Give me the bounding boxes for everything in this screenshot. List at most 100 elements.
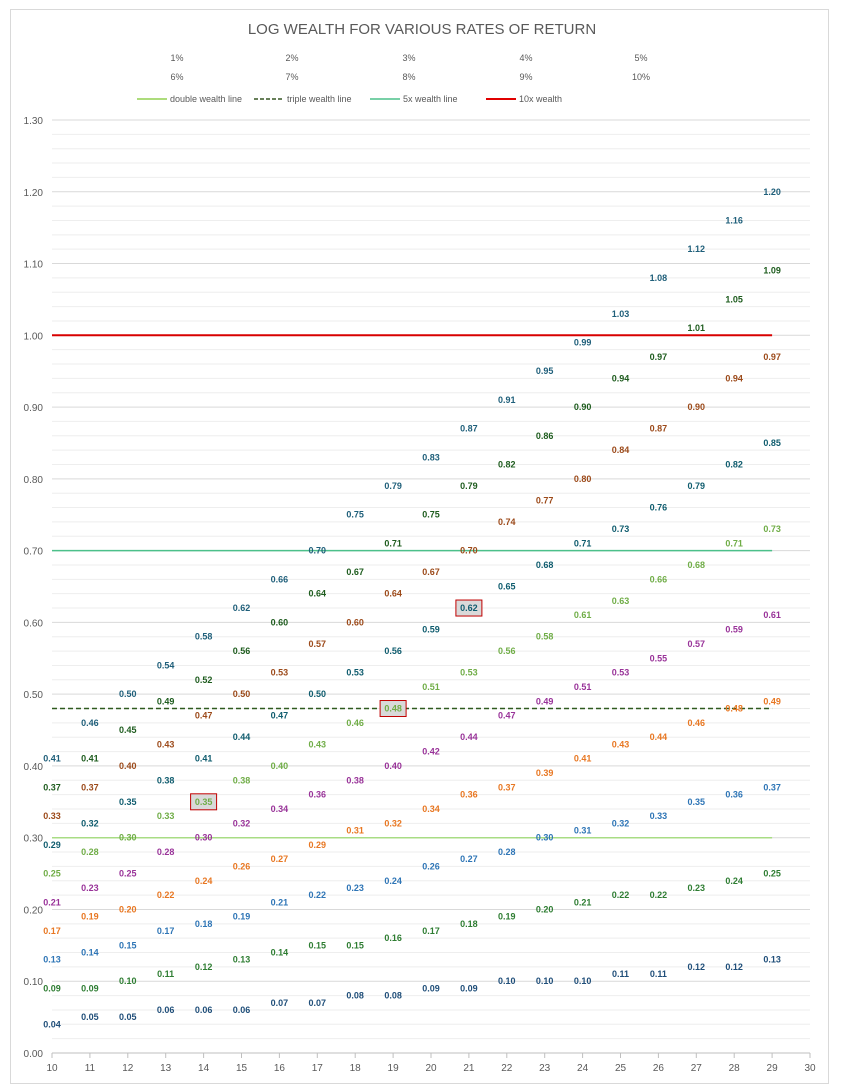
data-label: 0.53 <box>612 668 630 678</box>
data-label: 0.44 <box>460 732 478 742</box>
data-label: 0.37 <box>43 782 61 792</box>
data-label: 0.17 <box>422 926 440 936</box>
y-tick-label: 1.00 <box>24 331 44 342</box>
data-label: 0.77 <box>536 495 554 505</box>
data-label: 0.36 <box>725 790 743 800</box>
data-label: 0.97 <box>763 352 781 362</box>
data-label: 0.50 <box>309 689 327 699</box>
data-label: 0.56 <box>233 646 251 656</box>
data-label: 0.32 <box>612 818 630 828</box>
x-tick-label: 17 <box>312 1063 324 1074</box>
data-label: 0.62 <box>460 603 478 613</box>
data-label: 0.27 <box>460 854 478 864</box>
data-label: 0.99 <box>574 337 592 347</box>
data-label: 0.71 <box>574 538 592 548</box>
data-label: 0.59 <box>422 625 440 635</box>
legend-line-entry: 10x wealth <box>519 94 562 104</box>
data-label: 0.71 <box>725 538 743 548</box>
data-label: 0.30 <box>195 833 213 843</box>
data-label: 0.56 <box>498 646 516 656</box>
data-label: 0.97 <box>650 352 668 362</box>
data-label: 0.42 <box>422 747 440 757</box>
data-label: 0.30 <box>536 833 554 843</box>
chart-title: LOG WEALTH FOR VARIOUS RATES OF RETURN <box>248 21 596 38</box>
legend-series-entry: 7% <box>285 72 298 82</box>
data-label: 0.73 <box>763 524 781 534</box>
data-label: 1.09 <box>763 266 781 276</box>
data-label: 0.15 <box>119 940 137 950</box>
data-label: 0.44 <box>233 732 251 742</box>
x-tick-label: 23 <box>539 1063 551 1074</box>
data-label: 0.94 <box>725 373 743 383</box>
data-label: 0.40 <box>271 761 289 771</box>
data-label: 0.29 <box>43 840 61 850</box>
x-tick-label: 22 <box>501 1063 513 1074</box>
data-label: 0.83 <box>422 452 440 462</box>
legend-series-entry: 2% <box>285 53 298 63</box>
data-label: 0.34 <box>271 804 289 814</box>
data-label: 0.37 <box>81 782 99 792</box>
data-label: 0.31 <box>574 826 592 836</box>
data-label: 0.53 <box>346 668 364 678</box>
data-label: 0.39 <box>536 768 554 778</box>
x-tick-label: 12 <box>122 1063 134 1074</box>
data-label: 1.01 <box>688 323 706 333</box>
y-tick-label: 1.30 <box>24 116 44 127</box>
legend-series-entry: 8% <box>402 72 415 82</box>
data-label: 0.23 <box>688 883 706 893</box>
data-label: 0.84 <box>612 445 630 455</box>
data-label: 0.36 <box>460 790 478 800</box>
data-label: 0.74 <box>498 517 516 527</box>
data-label: 0.48 <box>725 704 743 714</box>
data-label: 0.19 <box>233 912 251 922</box>
data-label: 0.32 <box>81 818 99 828</box>
data-label: 0.12 <box>725 962 743 972</box>
data-label: 0.07 <box>309 998 327 1008</box>
data-label: 0.32 <box>233 818 251 828</box>
data-label: 0.56 <box>384 646 402 656</box>
data-label: 0.20 <box>536 904 554 914</box>
data-label: 0.35 <box>119 797 137 807</box>
legend-series-entry: 4% <box>519 53 532 63</box>
data-label: 0.40 <box>119 761 137 771</box>
data-label: 0.13 <box>763 955 781 965</box>
data-label: 0.51 <box>574 682 592 692</box>
data-label: 0.34 <box>422 804 440 814</box>
data-label: 0.80 <box>574 474 592 484</box>
gridlines <box>52 119 810 1040</box>
y-tick-label: 1.20 <box>24 188 44 199</box>
y-tick-label: 0.10 <box>24 977 44 988</box>
data-label: 0.35 <box>195 797 213 807</box>
highlight-box <box>190 793 218 811</box>
data-label: 0.87 <box>650 424 668 434</box>
data-label: 0.54 <box>157 660 175 670</box>
data-label: 0.28 <box>498 847 516 857</box>
data-label: 0.75 <box>422 510 440 520</box>
data-label: 0.10 <box>536 976 554 986</box>
data-label: 1.03 <box>612 309 630 319</box>
data-label: 0.33 <box>43 811 61 821</box>
highlight-box <box>379 700 407 718</box>
x-tick-label: 19 <box>388 1063 400 1074</box>
y-tick-label: 0.60 <box>24 618 44 629</box>
data-label: 0.12 <box>195 962 213 972</box>
y-tick-label: 0.50 <box>24 690 44 701</box>
data-label: 0.41 <box>43 754 61 764</box>
data-label: 0.21 <box>574 897 592 907</box>
data-label: 0.06 <box>233 1005 251 1015</box>
data-label: 0.25 <box>763 869 781 879</box>
data-label: 0.06 <box>195 1005 213 1015</box>
data-label: 0.82 <box>498 459 516 469</box>
legend-series-entry: 5% <box>634 53 647 63</box>
axes: 10 11 12 13 14 15 16 17 18 19 20 21 22 23 24 25 26 27 28 29… <box>24 116 816 1074</box>
data-label: 0.70 <box>460 546 478 556</box>
data-label: 0.29 <box>309 840 327 850</box>
data-label: 0.53 <box>460 668 478 678</box>
data-label: 0.22 <box>309 890 327 900</box>
data-label: 0.07 <box>271 998 289 1008</box>
data-label: 0.13 <box>233 955 251 965</box>
legend-line-entry: double wealth line <box>170 94 242 104</box>
data-label: 0.64 <box>309 589 327 599</box>
data-label: 0.44 <box>650 732 668 742</box>
